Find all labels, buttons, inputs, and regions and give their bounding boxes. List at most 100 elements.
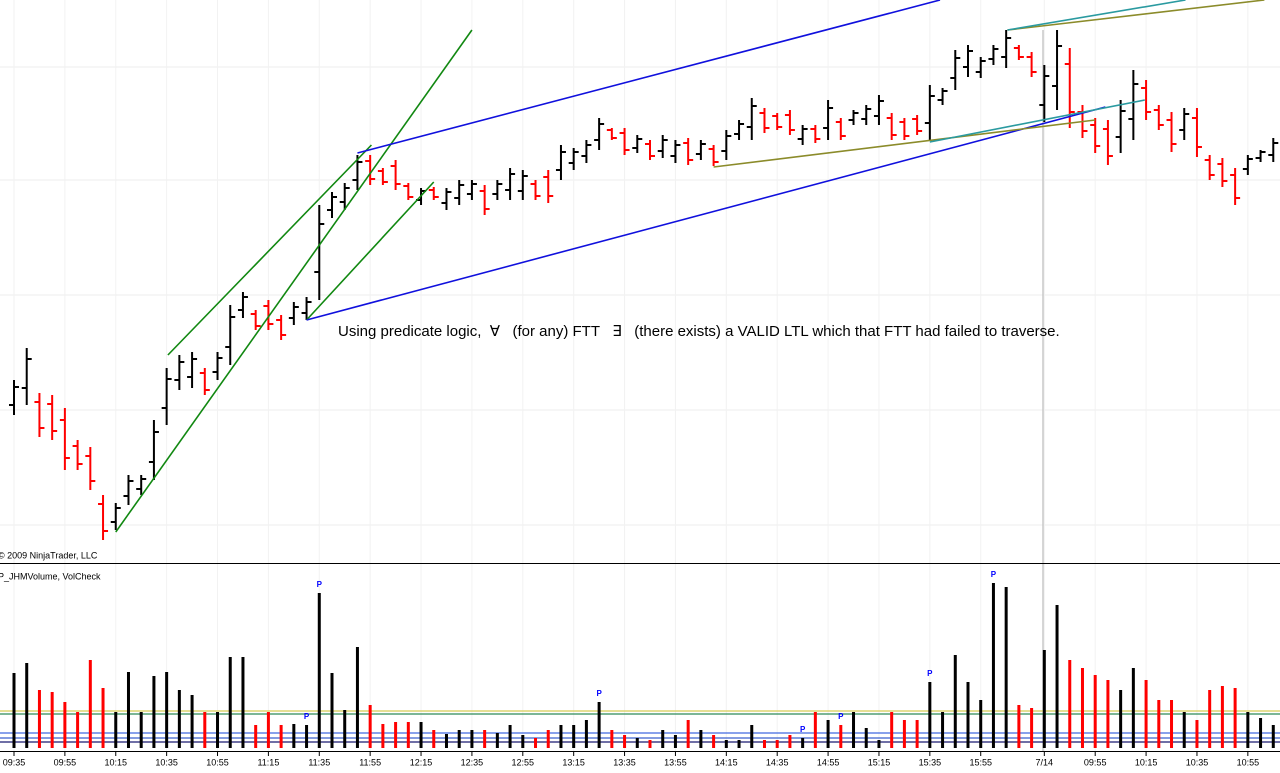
volume-bar [343, 710, 347, 748]
volume-bar [1017, 705, 1021, 748]
volume-bar [1157, 700, 1161, 748]
volume-bar [750, 725, 754, 748]
volume-flag: P [991, 570, 997, 579]
volume-bar [406, 722, 410, 748]
trend-line [929, 99, 1145, 143]
volume-bar [928, 682, 932, 748]
x-tick-label: 7/14 [1036, 757, 1054, 767]
volume-bar [1271, 725, 1275, 748]
volume-bar [228, 657, 232, 748]
volume-bar [584, 720, 588, 748]
volume-bar [317, 593, 321, 748]
volume-bar [1170, 700, 1174, 748]
volume-bar [673, 735, 677, 748]
x-tick-label: 10:55 [1237, 757, 1260, 767]
indicator-label: P_JHMVolume, VolCheck [0, 571, 101, 581]
volume-bar [381, 724, 385, 748]
volume-bar [63, 702, 67, 748]
volume-bar [1093, 675, 1097, 748]
x-tick-label: 15:55 [969, 757, 992, 767]
x-tick-label: 14:15 [715, 757, 738, 767]
volume-bar [1119, 690, 1123, 748]
copyright: © 2009 NinjaTrader, LLC [0, 550, 98, 560]
volume-flag: P [317, 580, 323, 589]
volume-bar [1182, 712, 1186, 748]
volume-bar [177, 690, 181, 748]
volume-bar [152, 676, 156, 748]
volume-bar [724, 740, 728, 748]
volume-bar [101, 688, 105, 748]
x-tick-label: 13:35 [613, 757, 636, 767]
volume-bar [190, 695, 194, 748]
volume-bar [139, 712, 143, 748]
x-tick-label: 11:15 [257, 757, 279, 767]
x-tick-label: 10:35 [1186, 757, 1209, 767]
trend-line [115, 29, 473, 533]
volume-bar [915, 720, 919, 748]
volume-bar [788, 735, 792, 748]
volume-bar [635, 738, 639, 748]
volume-bar [712, 735, 716, 748]
annotation: Using predicate logic, ∀ (for any) FTT ∃… [338, 323, 1060, 340]
x-tick-label: 09:55 [54, 757, 77, 767]
x-tick-label: 10:15 [1135, 757, 1158, 767]
volume-bar [1030, 708, 1034, 748]
volume-bar [37, 690, 41, 748]
x-tick-label: 10:15 [104, 757, 127, 767]
volume-bar [877, 740, 881, 748]
volume-flag: P [800, 725, 806, 734]
volume-bar [775, 740, 779, 748]
volume-bar [941, 712, 945, 748]
volume-bar [839, 725, 843, 748]
volume-bar [890, 712, 894, 748]
volume-bar [1068, 660, 1072, 748]
volume-bar [966, 682, 970, 748]
volume-bar [826, 720, 830, 748]
volume-bar [432, 730, 436, 748]
x-tick-label: 13:15 [562, 757, 585, 767]
x-tick-label: 12:55 [512, 757, 535, 767]
volume-bar [50, 692, 54, 748]
volume-bar [610, 730, 614, 748]
volume-bar [165, 672, 169, 748]
volume-bar [483, 730, 487, 748]
volume-bar [12, 673, 16, 748]
volume-bar [1220, 686, 1224, 748]
x-tick-label: 10:35 [155, 757, 178, 767]
volume-bar [991, 583, 995, 748]
volume-bar [1080, 668, 1084, 748]
volume-bar [762, 740, 766, 748]
volume-bar [801, 738, 805, 748]
volume-bar [953, 655, 957, 748]
volume-bar [305, 725, 309, 748]
volume-bar [546, 730, 550, 748]
volume-bar [864, 728, 868, 748]
volume-flag: P [927, 669, 933, 678]
volume-bar [203, 712, 207, 748]
x-tick-label: 11:35 [308, 757, 330, 767]
volume-bar [902, 720, 906, 748]
x-tick-label: 10:55 [206, 757, 229, 767]
volume-bar [661, 730, 665, 748]
volume-bar [1246, 712, 1250, 748]
trend-line [167, 144, 373, 356]
volume-bar [1106, 680, 1110, 748]
volume-bar [508, 725, 512, 748]
x-tick-label: 15:15 [868, 757, 891, 767]
volume-bar [470, 730, 474, 748]
volume-bar [534, 738, 538, 748]
x-tick-label: 09:55 [1084, 757, 1107, 767]
volume-bar [241, 657, 245, 748]
x-tick-label: 14:55 [817, 757, 840, 767]
volume-bar [1042, 650, 1046, 748]
volume-flag: P [596, 689, 602, 698]
volume-bar [126, 672, 130, 748]
x-tick-label: 09:35 [3, 757, 26, 767]
volume-bar [495, 733, 499, 748]
volume-bar [1233, 688, 1237, 748]
volume-bar [559, 725, 563, 748]
